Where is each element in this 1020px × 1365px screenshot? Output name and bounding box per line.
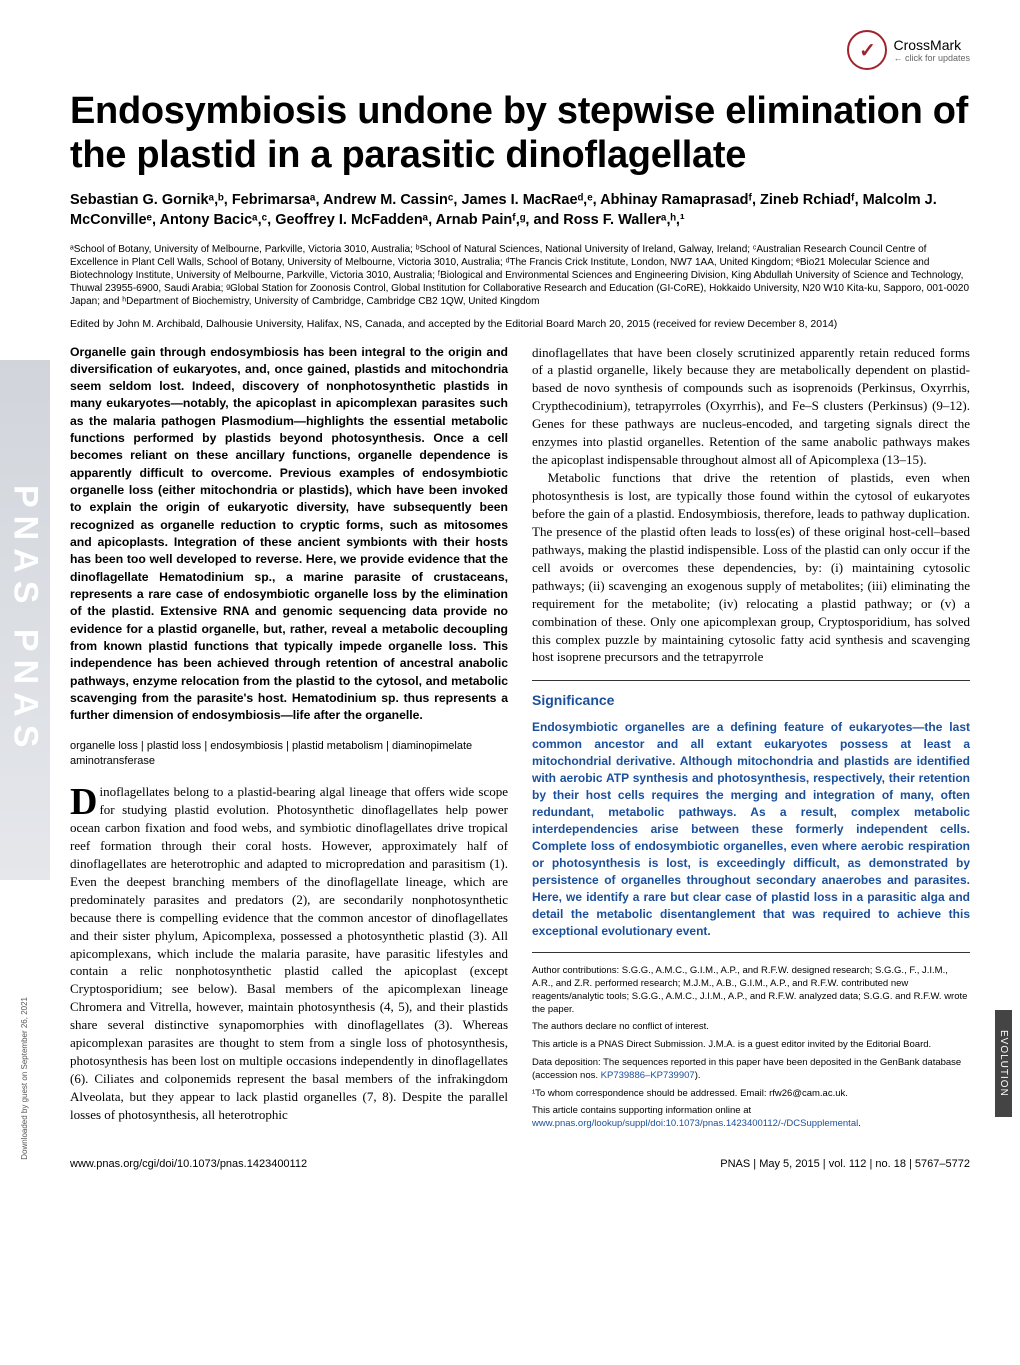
crossmark-badge[interactable]: ✓ CrossMark ← click for updates [847,30,970,70]
author-list: Sebastian G. Gornikᵃ,ᵇ, Febrimarsaᵃ, And… [70,191,970,230]
fn-si: This article contains supporting informa… [532,1105,970,1131]
body-col2-p2: Metabolic functions that drive the reten… [532,469,970,666]
fn-data-pre: Data deposition: The sequences reported … [532,1057,961,1081]
fn-submission: This article is a PNAS Direct Submission… [532,1039,970,1052]
significance-text: Endosymbiotic organelles are a defining … [532,719,970,940]
crossmark-label: CrossMark ← click for updates [893,37,970,63]
pnas-sidebar-logo: PNAS PNAS [0,360,50,880]
fn-data-link[interactable]: KP739886–KP739907 [601,1070,695,1081]
article-title: Endosymbiosis undone by stepwise elimina… [70,90,970,177]
body-col1-text: inoflagellates belong to a plastid-beari… [70,784,508,1122]
body-col2-p1: dinoflagellates that have been closely s… [532,344,970,470]
keywords: organelle loss | plastid loss | endosymb… [70,739,508,769]
fn-si-link[interactable]: www.pnas.org/lookup/suppl/doi:10.1073/pn… [532,1118,858,1129]
fn-data: Data deposition: The sequences reported … [532,1057,970,1083]
article-page: PNAS PNAS EVOLUTION Downloaded by guest … [0,0,1020,1190]
fn-conflict: The authors declare no conflict of inter… [532,1021,970,1034]
crossmark-icon: ✓ [847,30,887,70]
body-left: Dinoflagellates belong to a plastid-bear… [70,783,508,1124]
crossmark-title: CrossMark [893,37,970,53]
fn-data-end: ). [695,1070,701,1081]
body-right: dinoflagellates that have been closely s… [532,344,970,667]
fn-si-pre: This article contains supporting informa… [532,1105,751,1116]
edited-by: Edited by John M. Archibald, Dalhousie U… [70,318,970,330]
pnas-sidebar-text: PNAS PNAS [6,485,45,755]
main-columns: Organelle gain through endosymbiosis has… [70,344,970,1137]
dropcap: D [70,783,99,817]
affiliations: ᵃSchool of Botany, University of Melbour… [70,243,970,308]
significance-box: Significance Endosymbiotic organelles ar… [532,680,970,953]
page-footer: www.pnas.org/cgi/doi/10.1073/pnas.142340… [70,1158,970,1170]
download-note: Downloaded by guest on September 26, 202… [20,997,29,1160]
section-label-evolution: EVOLUTION [995,1010,1012,1117]
fn-contributions: Author contributions: S.G.G., A.M.C., G.… [532,965,970,1016]
fn-si-end: . [858,1118,861,1129]
footer-citation: PNAS | May 5, 2015 | vol. 112 | no. 18 |… [720,1158,970,1170]
right-column: dinoflagellates that have been closely s… [532,344,970,1137]
footer-doi[interactable]: www.pnas.org/cgi/doi/10.1073/pnas.142340… [70,1158,307,1170]
fn-correspondence: ¹To whom correspondence should be addres… [532,1088,970,1101]
left-column: Organelle gain through endosymbiosis has… [70,344,508,1137]
footnotes: Author contributions: S.G.G., A.M.C., G.… [532,965,970,1131]
significance-heading: Significance [532,691,970,710]
crossmark-sub: ← click for updates [893,53,970,63]
abstract: Organelle gain through endosymbiosis has… [70,344,508,725]
